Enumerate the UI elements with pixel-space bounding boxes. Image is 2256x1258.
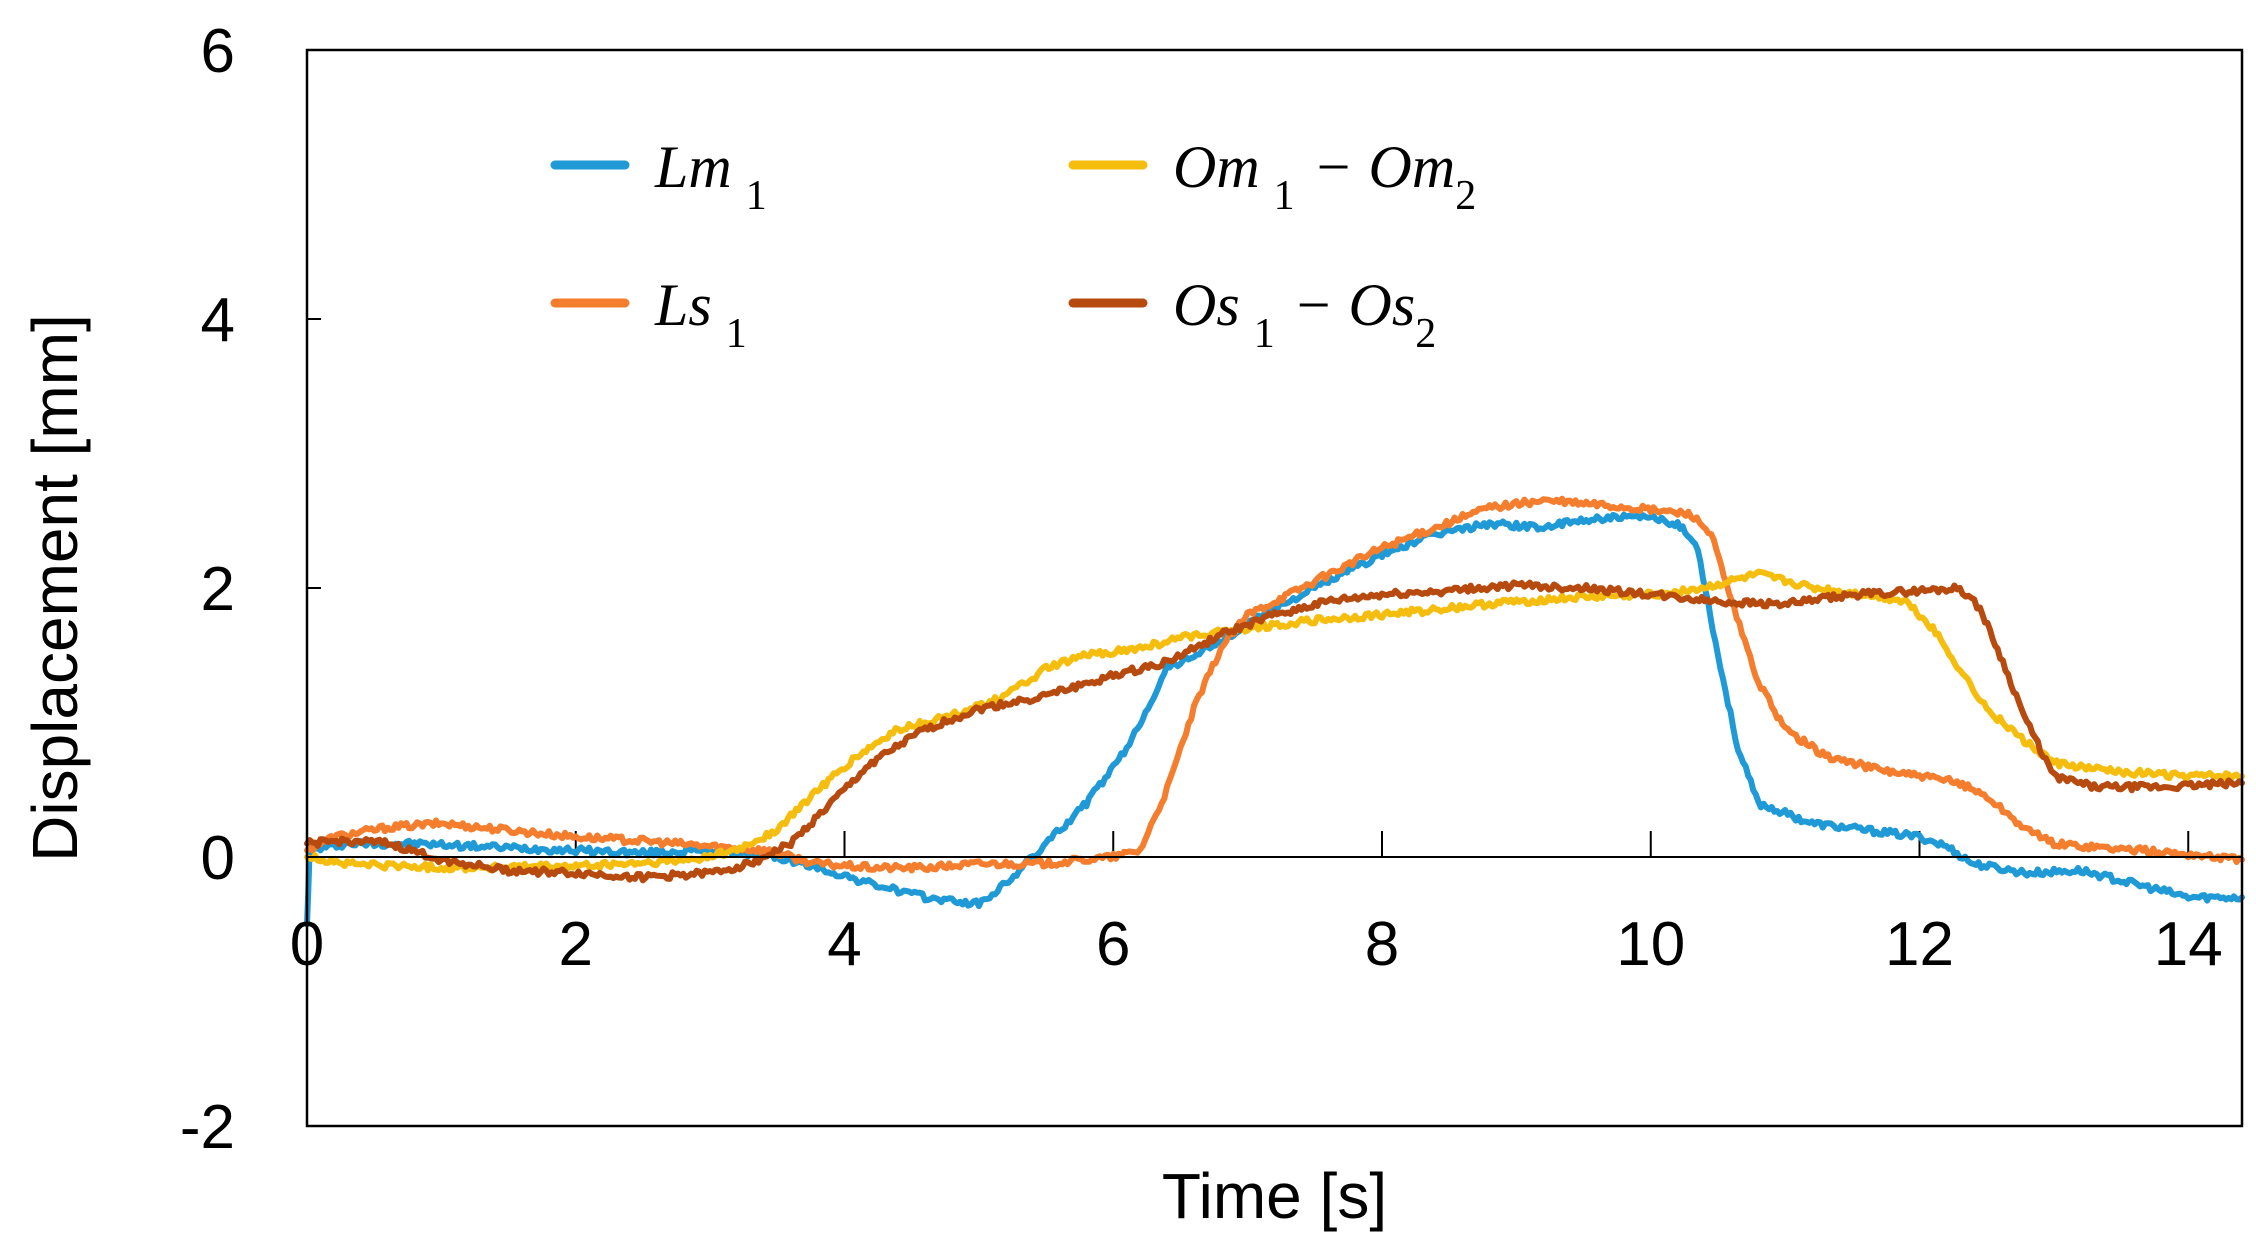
legend-label-1: Lm 1 xyxy=(654,134,767,219)
x-tick-label: 4 xyxy=(827,910,861,979)
legend-subscript: 1 xyxy=(726,311,747,357)
legend-symbol-2: Os xyxy=(1349,272,1416,338)
legend-label-3: Om 1− Om2 xyxy=(1173,134,1476,219)
y-tick-label: 4 xyxy=(201,286,235,355)
y-axis-label: Displacement [mm] xyxy=(19,314,91,862)
x-tick-label: 8 xyxy=(1365,910,1399,979)
legend-symbol: Ls xyxy=(654,272,712,338)
legend-symbol: Os xyxy=(1173,272,1240,338)
series-line-1 xyxy=(304,511,2245,928)
x-tick-label: 2 xyxy=(559,910,593,979)
legend-operator: − xyxy=(1297,272,1331,338)
x-tick-label: 0 xyxy=(290,910,324,979)
y-tick-label: 0 xyxy=(201,824,235,893)
x-axis-label: Time [s] xyxy=(1162,1160,1387,1232)
series-line-3 xyxy=(304,568,2245,874)
legend-subscript: 1 xyxy=(1274,173,1295,219)
y-tick-label: 6 xyxy=(201,17,235,86)
series-line-2 xyxy=(304,495,2245,874)
legend-subscript-2: 2 xyxy=(1455,173,1476,219)
series-line-4 xyxy=(304,579,2245,884)
legend-symbol: Lm xyxy=(654,134,732,200)
legend-subscript-2: 2 xyxy=(1415,311,1436,357)
x-tick-label: 14 xyxy=(2154,910,2223,979)
series-layer xyxy=(304,495,2245,928)
legend-operator: − xyxy=(1317,134,1351,200)
x-tick-label: 6 xyxy=(1096,910,1130,979)
legend-symbol-2: Om xyxy=(1369,134,1456,200)
y-tick-label: -2 xyxy=(180,1093,235,1162)
x-tick-label: 10 xyxy=(1616,910,1685,979)
legend-subscript: 1 xyxy=(746,173,767,219)
legend-label-4: Os 1− Os2 xyxy=(1173,272,1436,357)
x-tick-label: 12 xyxy=(1885,910,1954,979)
legend-symbol: Om xyxy=(1173,134,1260,200)
legend-subscript: 1 xyxy=(1254,311,1275,357)
legend-label-2: Ls 1 xyxy=(654,272,747,357)
plot-frame xyxy=(305,48,2244,1128)
y-tick-label: 2 xyxy=(201,555,235,624)
